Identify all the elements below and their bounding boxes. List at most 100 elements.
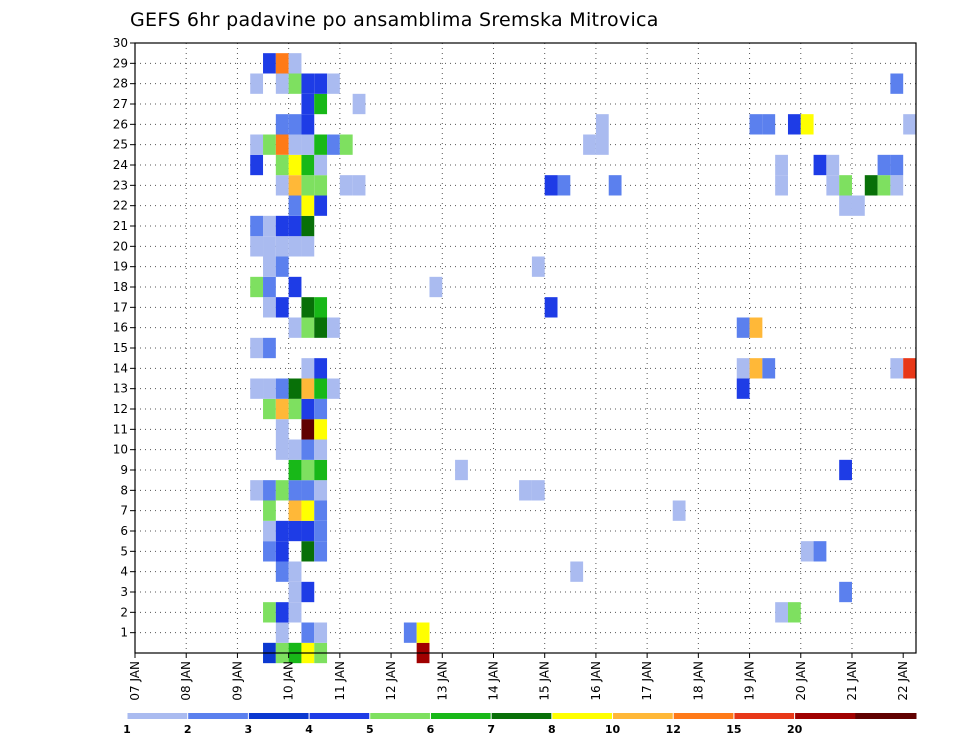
y-tick-label: 27 — [113, 97, 128, 111]
heatmap-cell — [301, 134, 315, 155]
colorbar-label: 1 — [123, 723, 131, 736]
heatmap-cell — [263, 215, 276, 237]
heatmap-cell — [595, 134, 609, 155]
heatmap-cell — [301, 297, 315, 318]
colorbar-swatch — [733, 713, 796, 719]
heatmap-cell — [250, 236, 264, 257]
heatmap-cell — [851, 195, 865, 216]
y-tick-label: 8 — [120, 483, 128, 497]
y-tick-label: 25 — [113, 138, 128, 152]
heatmap-cell — [775, 154, 788, 176]
heatmap-cell — [275, 439, 289, 460]
heatmap-cell — [890, 73, 904, 94]
y-tick-label: 28 — [113, 77, 128, 91]
heatmap-cell — [288, 134, 302, 155]
heatmap-cell — [314, 195, 328, 216]
heatmap-cell — [877, 154, 891, 176]
heatmap-cell — [314, 297, 328, 318]
colorbar-swatch — [673, 713, 735, 719]
heatmap-cell — [531, 256, 545, 277]
colorbar-swatch — [491, 713, 553, 719]
y-tick-label: 4 — [120, 565, 128, 579]
x-tick-label: 20 JAN — [794, 661, 808, 701]
y-tick-label: 3 — [120, 585, 128, 599]
heatmap-cell — [749, 317, 763, 338]
heatmap-cell — [813, 154, 827, 176]
heatmap-cell — [839, 459, 852, 481]
heatmap-cell — [455, 459, 468, 481]
heatmap-cell — [352, 93, 366, 115]
heatmap-cell — [288, 154, 302, 176]
colorbar-swatch — [612, 713, 674, 719]
heatmap-cell — [314, 439, 328, 460]
y-tick-label: 2 — [120, 605, 128, 619]
colorbar-swatch — [127, 713, 189, 719]
heatmap-cell — [275, 215, 289, 237]
heatmap-cell — [531, 480, 545, 501]
heatmap-cell — [250, 337, 264, 359]
heatmap-cell — [288, 195, 302, 216]
x-tick-label: 16 JAN — [589, 661, 603, 701]
heatmap-cell — [595, 114, 609, 135]
x-tick-label: 22 JAN — [896, 661, 910, 701]
colorbar-label: 5 — [366, 723, 374, 736]
heatmap-cell — [327, 378, 340, 399]
colorbar-swatch — [187, 713, 249, 719]
heatmap-cell — [288, 276, 302, 298]
colorbar-legend: 1 2 3 4 5 6 7 8 10 12 15 20 — [123, 711, 917, 736]
heatmap-cell — [314, 317, 328, 338]
y-tick-label: 24 — [113, 158, 128, 172]
x-tick-label: 11 JAN — [333, 661, 347, 701]
heatmap-cell — [826, 175, 840, 196]
heatmap-cell — [263, 276, 276, 298]
heatmap-cell — [250, 134, 264, 155]
heatmap-cell — [519, 480, 532, 501]
heatmap-cell — [275, 53, 289, 74]
heatmap-cell — [301, 73, 315, 94]
heatmap-cell — [736, 378, 750, 399]
y-tick-label: 14 — [113, 361, 128, 375]
heatmap-cell — [314, 500, 328, 521]
y-tick-label: 15 — [113, 341, 128, 355]
heatmap-cell — [275, 520, 289, 542]
heatmap-cell — [301, 317, 315, 338]
heatmap-cell — [429, 276, 443, 298]
colorbar-swatch — [309, 713, 371, 719]
heatmap-cell — [275, 541, 289, 562]
heatmap-cell — [749, 358, 763, 379]
heatmap-cell — [301, 419, 315, 440]
heatmap-cell — [314, 175, 328, 196]
heatmap-cell — [288, 114, 302, 135]
heatmap-cell — [839, 195, 852, 216]
heatmap-cell — [263, 297, 276, 318]
heatmap-cell — [583, 134, 596, 155]
x-tick-label: 19 JAN — [743, 661, 757, 701]
heatmap-cell — [762, 358, 776, 379]
x-tick-label: 12 JAN — [384, 661, 398, 701]
heatmap-cell — [263, 53, 276, 74]
heatmap-cell — [314, 378, 328, 399]
colorbar-label: 7 — [487, 723, 495, 736]
heatmap-cell — [570, 561, 584, 582]
heatmap-cell — [327, 317, 340, 338]
y-tick-label: 22 — [113, 199, 128, 213]
heatmap-cell — [544, 297, 558, 318]
heatmap-cell — [327, 73, 340, 94]
heatmap-cell — [301, 93, 315, 115]
heatmap-cell — [288, 459, 302, 481]
heatmap-cell — [263, 236, 276, 257]
heatmap-cell — [288, 317, 302, 338]
heatmap-cell — [314, 73, 328, 94]
heatmap-cell — [288, 175, 302, 196]
heatmap-cell — [263, 500, 276, 521]
heatmap-cell — [762, 114, 776, 135]
heatmap-cell — [250, 378, 264, 399]
heatmap-cell — [314, 622, 328, 643]
colorbar-label: 6 — [427, 723, 435, 736]
heatmap-cell — [787, 114, 801, 135]
heatmap-cell — [339, 175, 353, 196]
heatmap-cell — [775, 602, 788, 623]
y-tick-label: 11 — [113, 422, 128, 436]
y-tick-label: 19 — [113, 260, 128, 274]
